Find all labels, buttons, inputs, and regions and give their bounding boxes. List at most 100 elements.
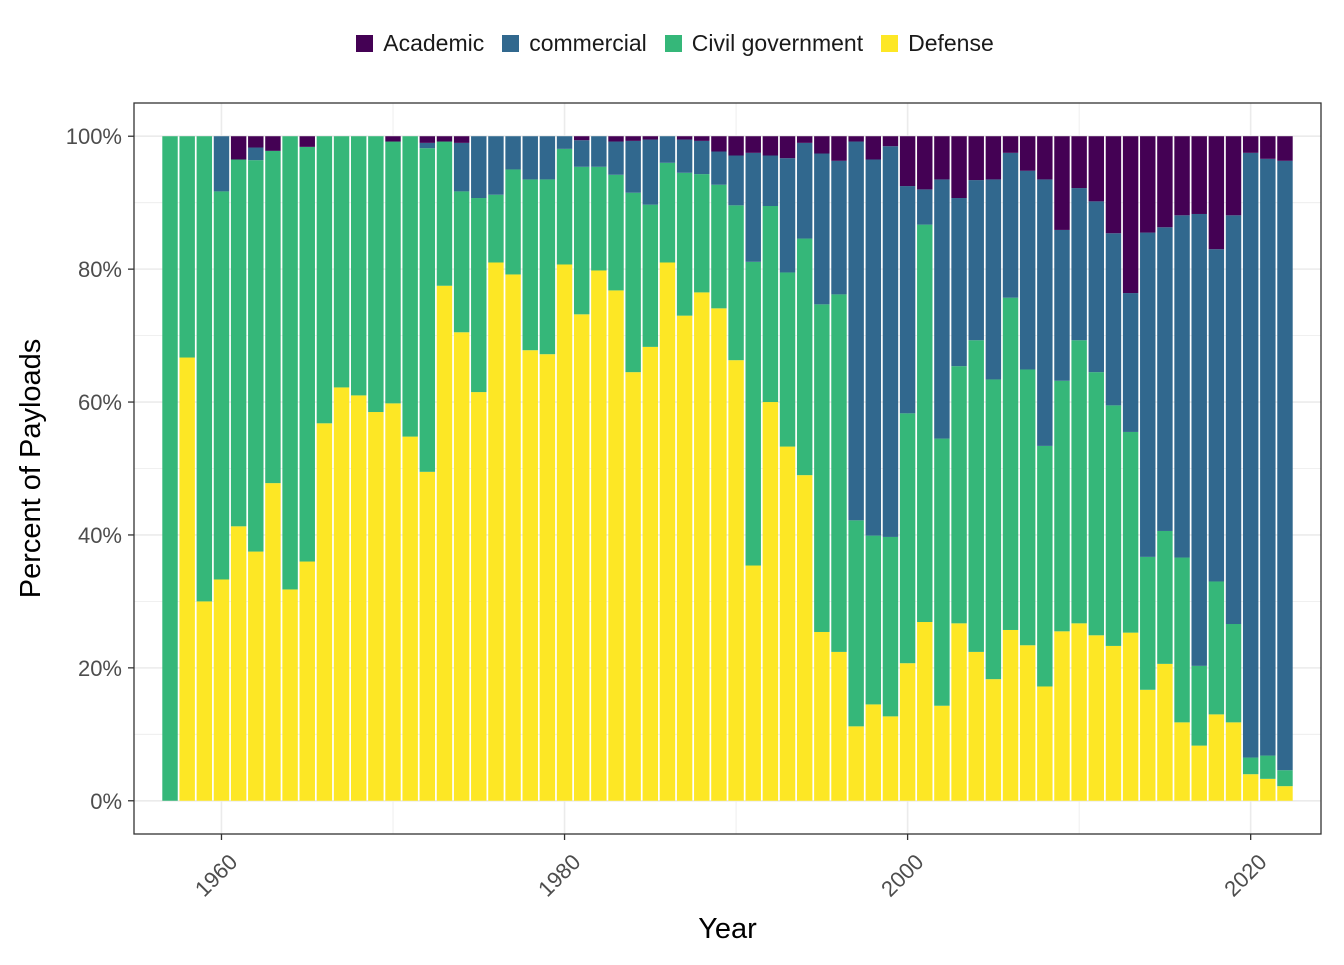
bar-civil-government <box>505 169 521 275</box>
bar-defense <box>882 716 899 801</box>
bar-defense <box>213 579 230 801</box>
bar-academic <box>934 136 950 180</box>
bar-commercial <box>213 136 230 192</box>
bar-academic <box>917 136 933 190</box>
bar-defense <box>419 471 436 801</box>
bar-commercial <box>556 136 573 149</box>
bar-commercial <box>1122 293 1139 432</box>
bar-commercial <box>745 152 761 262</box>
legend-item: commercial <box>496 30 647 57</box>
bar-academic <box>1037 136 1053 180</box>
bar-commercial <box>1260 158 1276 756</box>
bar-civil-government <box>179 136 195 358</box>
bar-commercial <box>1088 201 1105 373</box>
bar-civil-government <box>951 366 967 624</box>
bar-commercial <box>1105 233 1122 406</box>
bar-defense <box>573 314 590 801</box>
legend-label: commercial <box>529 30 647 56</box>
bar-defense <box>179 357 195 801</box>
bar-defense <box>539 354 556 801</box>
bar-commercial <box>1277 160 1293 771</box>
bar-civil-government <box>659 162 676 263</box>
bar-defense <box>1037 686 1053 801</box>
bar-commercial <box>1002 152 1019 298</box>
bar-academic <box>985 136 1002 180</box>
bar-defense <box>1260 778 1276 801</box>
bar-defense <box>608 290 624 801</box>
bar-academic <box>968 136 984 181</box>
bar-defense <box>333 387 350 801</box>
bar-commercial <box>694 140 710 175</box>
bar-defense <box>1002 629 1019 801</box>
bar-academic <box>1174 136 1190 216</box>
bar-commercial <box>968 180 984 341</box>
bar-defense <box>848 726 864 801</box>
legend-label: Defense <box>908 30 994 56</box>
bar-commercial <box>453 142 470 192</box>
bar-civil-government <box>1019 369 1036 646</box>
bar-defense <box>694 292 710 801</box>
x-tick-label: 1960 <box>190 849 242 901</box>
bar-civil-government <box>488 194 504 263</box>
bar-commercial <box>1242 152 1259 758</box>
bar-academic <box>1105 136 1122 234</box>
bar-civil-government <box>1225 624 1242 723</box>
bar-academic <box>1019 136 1036 171</box>
bar-academic <box>676 136 693 140</box>
bar-commercial <box>488 136 504 195</box>
bar-civil-government <box>865 535 882 705</box>
x-axis-title: Year <box>698 913 757 945</box>
bar-commercial <box>1157 227 1173 531</box>
bar-civil-government <box>471 198 487 393</box>
bar-civil-government <box>899 413 916 664</box>
legend-item: Academic <box>350 30 484 57</box>
bar-academic <box>1277 136 1293 161</box>
legend-label: Civil government <box>691 30 864 56</box>
bar-commercial <box>1140 232 1156 557</box>
bar-commercial <box>591 136 607 167</box>
bar-defense <box>230 526 247 801</box>
bar-academic <box>745 136 761 153</box>
bar-civil-government <box>985 379 1002 680</box>
bar-defense <box>814 631 830 801</box>
bar-civil-government <box>350 136 367 396</box>
bar-civil-government <box>573 166 590 315</box>
bar-commercial <box>779 158 796 273</box>
bar-civil-government <box>248 160 264 552</box>
bar-commercial <box>762 155 779 207</box>
legend-item: Civil government <box>659 30 863 57</box>
bar-civil-government <box>162 136 178 801</box>
bar-commercial <box>1071 188 1087 341</box>
bar-academic <box>1002 136 1019 153</box>
bar-commercial <box>608 141 624 175</box>
bar-civil-government <box>1122 431 1139 633</box>
panel-border <box>133 102 1322 835</box>
bar-academic <box>436 136 453 142</box>
bar-defense <box>505 274 521 801</box>
bar-civil-government <box>1002 297 1019 630</box>
bar-civil-government <box>968 340 984 652</box>
bar-civil-government <box>745 261 761 566</box>
bar-academic <box>453 136 470 143</box>
bar-civil-government <box>385 141 401 404</box>
bar-civil-government <box>882 536 899 717</box>
bar-defense <box>1174 722 1190 801</box>
y-axis-title: Percent of Payloads <box>15 339 47 599</box>
bar-civil-government <box>316 136 333 424</box>
bar-academic <box>848 136 864 142</box>
bar-civil-government <box>1260 755 1276 779</box>
bar-academic <box>762 136 779 156</box>
bar-commercial <box>505 136 521 170</box>
bar-commercial <box>642 139 659 205</box>
legend: Academic commercial Civil government Defens… <box>0 30 1344 57</box>
bar-commercial <box>1208 249 1225 582</box>
bar-commercial <box>848 141 864 521</box>
bar-defense <box>1140 689 1156 801</box>
bar-academic <box>899 136 916 187</box>
bar-commercial <box>625 140 641 193</box>
bar-civil-government <box>1054 380 1070 632</box>
bar-commercial <box>985 179 1002 380</box>
bar-defense <box>917 622 933 801</box>
bar-academic <box>814 136 830 154</box>
